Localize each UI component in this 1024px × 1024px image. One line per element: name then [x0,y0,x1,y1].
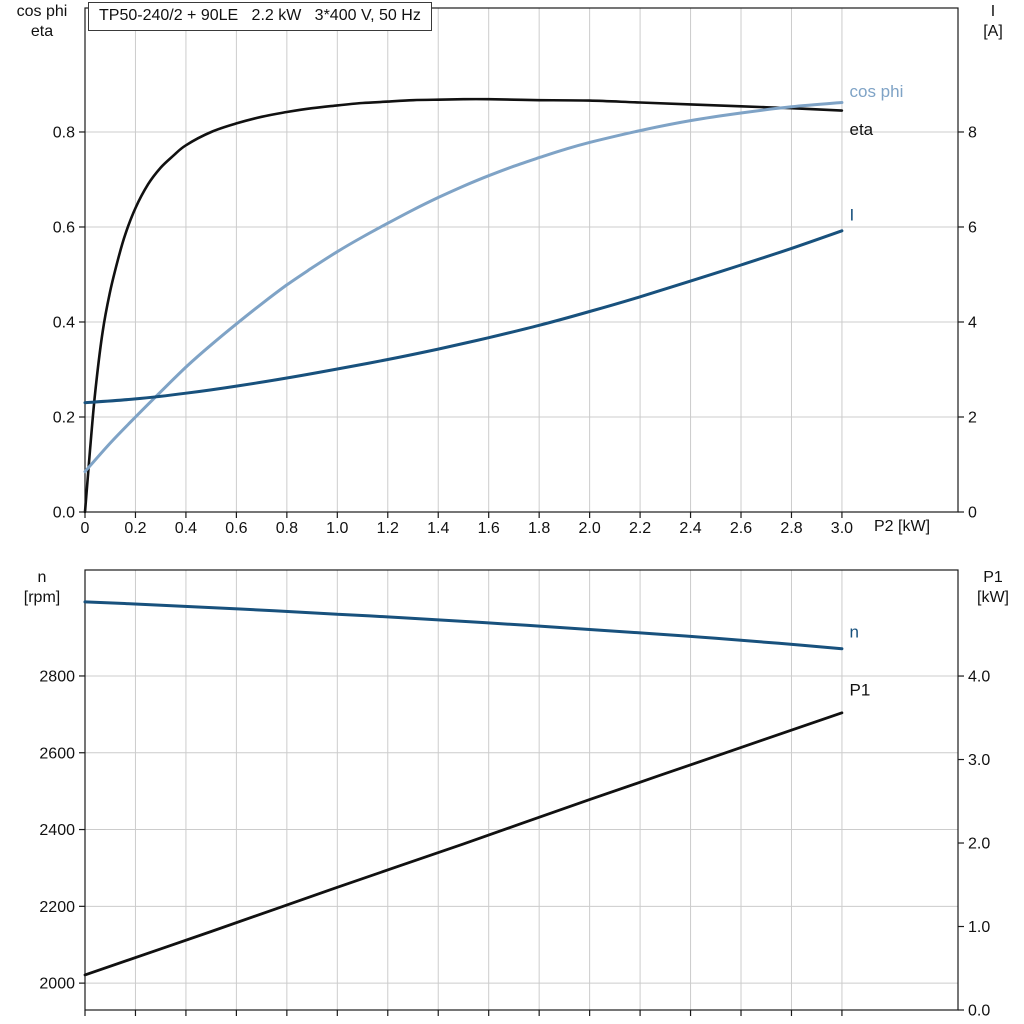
series-cos-phi-curve [83,101,844,474]
chart-top: 0.0 0.2 0.4 0.6 0.8 0 2 4 6 8 0 0.2 0.4 0.6 0.8 1.0 1.2 1… [53,7,977,537]
x-tick-label: 1.6 [478,520,500,537]
series-eta-label: eta [850,120,874,139]
series-cos-phi-label: cos phi [850,82,904,101]
x-tick-label: 2.0 [578,520,600,537]
left-tick-label: 2200 [39,899,75,916]
left-axis-title-line2: [rpm] [23,589,61,606]
left-axis-title-bottom-chart: n [rpm] [0,568,84,608]
x-tick-label: 2.4 [679,520,701,537]
x-tick-label: 1.4 [427,520,449,537]
left-axis-title-line1: n [37,569,47,586]
right-tick-label: 0.0 [968,1003,990,1020]
right-tick-label: 4 [968,314,977,331]
chart-title: TP50-240/2 + 90LE 2.2 kW 3*400 V, 50 Hz [88,2,432,31]
x-tick-label: 0 [81,520,90,537]
right-tick-label: 2 [968,409,977,426]
series-eta-curve [83,97,844,514]
left-tick-label: 0.2 [53,409,75,426]
right-tick-label: 6 [968,219,977,236]
left-axis-title-line2: eta [30,23,54,40]
left-axis-title-line1: cos phi [16,3,68,20]
series-P1-label: P1 [850,681,871,700]
series-I-label: I [850,206,855,225]
series-I-curve [83,229,844,405]
series-n-curve [83,600,844,651]
left-tick-label: 0.8 [53,124,75,141]
left-tick-label: 2600 [39,745,75,762]
right-axis-title-line2: [A] [983,23,1003,40]
x-tick-label: 2.6 [730,520,752,537]
right-tick-label: 3.0 [968,752,990,769]
right-tick-label: 1.0 [968,919,990,936]
x-tick-label: 1.2 [377,520,399,537]
right-axis-title-line1: I [990,3,996,20]
x-tick-label: 1.0 [326,520,348,537]
left-tick-label: 2800 [39,668,75,685]
left-tick-label: 2000 [39,976,75,993]
right-axis-title-bottom-chart: P1 [kW] [962,568,1024,608]
x-tick-label: 2.8 [780,520,802,537]
plot-frame [84,569,959,1011]
right-tick-label: 2.0 [968,836,990,853]
left-axis-title-top-chart: cos phi eta [0,2,84,42]
x-tick-label: 0.8 [276,520,298,537]
x-tick-label: 0.6 [225,520,247,537]
left-tick-label: 0.6 [53,219,75,236]
right-tick-label: 0 [968,505,977,522]
x-tick-label: 2.2 [629,520,651,537]
x-tick-label: 3.0 [831,520,853,537]
left-tick-label: 2400 [39,822,75,839]
left-tick-label: 0.0 [53,505,75,522]
plot-frame [84,7,959,513]
chart-bottom: 2000 2200 2400 2600 2800 0.0 1.0 2.0 3.0 4.0 n P1 [39,569,990,1020]
right-axis-title-top-chart: I [A] [962,2,1024,42]
x-tick-label: 0.4 [175,520,197,537]
right-tick-label: 4.0 [968,669,990,686]
right-tick-label: 8 [968,124,977,141]
left-tick-label: 0.4 [53,314,75,331]
x-tick-label: 1.8 [528,520,550,537]
right-axis-title-line1: P1 [983,569,1003,586]
x-axis-title: P2 [kW] [874,518,931,535]
series-P1-curve [83,711,844,977]
series-n-label: n [850,622,859,641]
right-axis-title-line2: [kW] [977,589,1009,606]
x-tick-label: 0.2 [124,520,146,537]
